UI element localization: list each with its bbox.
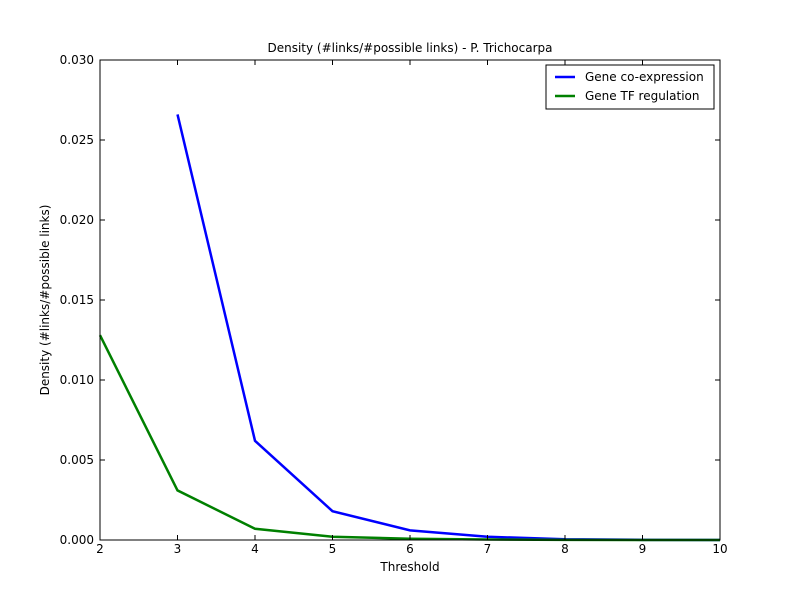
plot-area-group [100, 60, 720, 540]
y-tick-label-6: 0.030 [60, 53, 94, 67]
y-tick-label-4: 0.020 [60, 213, 94, 227]
plot-area [100, 60, 720, 540]
x-tick-label-8: 10 [712, 542, 727, 556]
y-tick-label-2: 0.010 [60, 373, 94, 387]
x-tick-label-2: 4 [251, 542, 259, 556]
ticks-layer: 2 3 4 5 6 7 8 9 10 0.000 0.005 0.010 0.015 0.020 0.025… [60, 53, 728, 556]
legend-box [545, 64, 715, 110]
y-axis-label: Density (#links/#possible links) [38, 205, 52, 396]
x-tick-label-6: 8 [561, 542, 569, 556]
legend-label-gene-co-expression: Gene co-expression [585, 70, 704, 84]
y-tick-label-5: 0.025 [60, 133, 94, 147]
legend-label-gene-tf-regulation: Gene TF regulation [585, 89, 699, 103]
x-tick-label-0: 2 [96, 542, 104, 556]
chart-title: Density (#links/#possible links) - P. Tr… [267, 41, 552, 55]
y-tick-label-0: 0.000 [60, 533, 94, 547]
x-axis-label: Threshold [379, 560, 439, 574]
y-tick-label-1: 0.005 [60, 453, 94, 467]
x-tick-label-1: 3 [174, 542, 182, 556]
legend: Gene co-expression Gene TF regulation [545, 64, 715, 110]
y-tick-label-3: 0.015 [60, 293, 94, 307]
x-tick-label-5: 7 [484, 542, 492, 556]
x-tick-label-7: 9 [639, 542, 647, 556]
x-tick-label-4: 6 [406, 542, 414, 556]
x-tick-label-3: 5 [329, 542, 337, 556]
